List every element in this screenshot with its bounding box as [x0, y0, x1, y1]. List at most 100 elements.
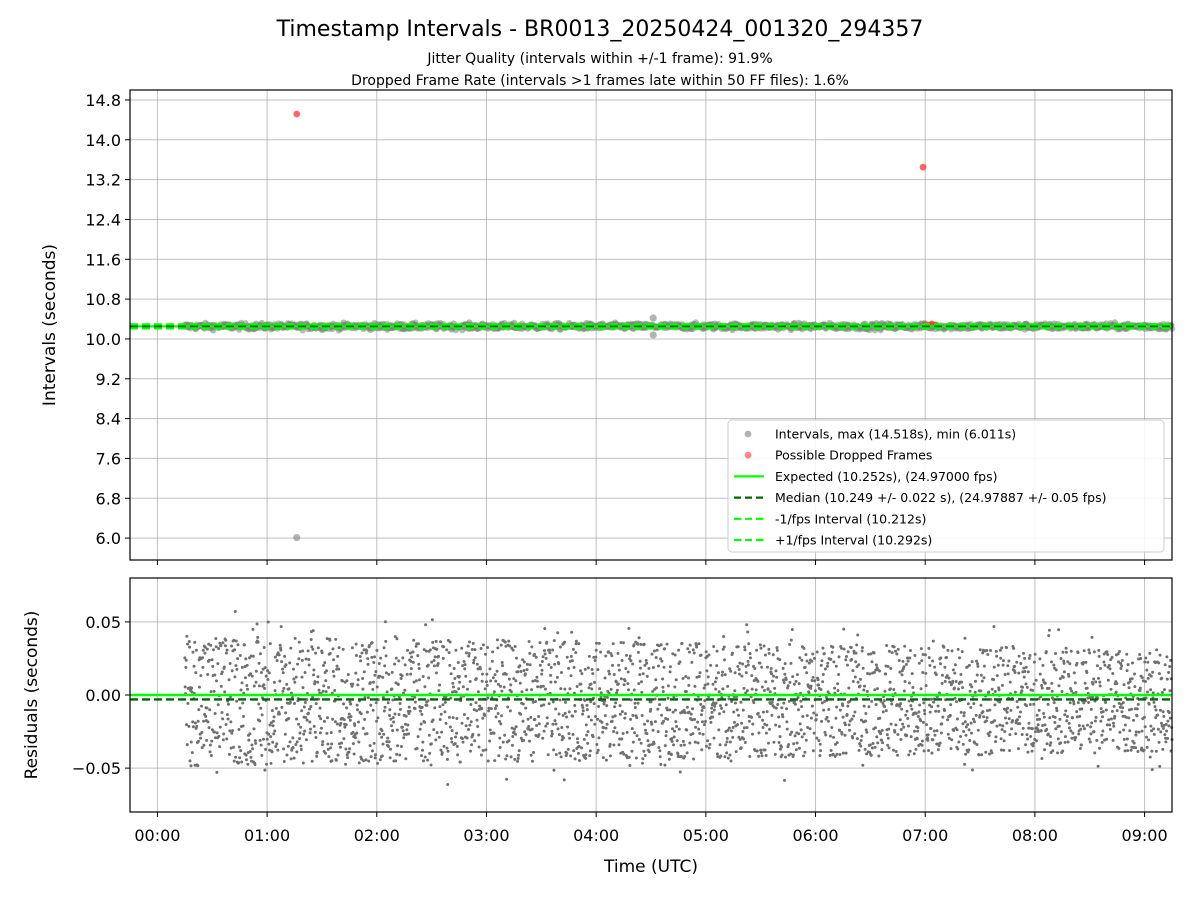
residual-point: [881, 741, 885, 745]
residual-point: [769, 666, 773, 670]
residual-point: [934, 709, 938, 713]
residual-point: [529, 715, 533, 719]
residual-point: [579, 689, 583, 693]
residual-point: [188, 645, 192, 649]
residual-point: [280, 705, 284, 709]
residual-point: [268, 723, 272, 727]
residual-point: [329, 731, 333, 735]
residual-point: [743, 645, 747, 649]
residual-point: [794, 748, 798, 752]
residual-point: [1037, 697, 1041, 701]
residual-point: [870, 699, 874, 703]
residual-point: [970, 685, 974, 689]
residual-point: [894, 649, 898, 653]
residual-point: [1048, 734, 1052, 738]
residual-point: [391, 729, 395, 733]
residual-point: [842, 647, 846, 651]
residual-point: [478, 667, 482, 671]
residual-point: [1031, 744, 1035, 748]
residual-point: [939, 656, 943, 660]
residual-point: [462, 660, 466, 664]
residual-point: [405, 672, 409, 676]
residual-point: [1064, 709, 1068, 713]
residual-point: [692, 651, 696, 655]
residual-point: [263, 666, 267, 670]
top-y-axis-label: Intervals (seconds): [40, 244, 60, 406]
residual-point: [287, 687, 291, 691]
residual-point: [911, 686, 915, 690]
residual-point: [785, 720, 789, 724]
residual-point: [1002, 748, 1006, 752]
residual-point: [593, 658, 597, 662]
residual-point: [466, 716, 470, 720]
residual-point: [725, 736, 729, 740]
residual-point: [1033, 652, 1037, 656]
residual-point: [329, 746, 333, 750]
residual-point: [669, 752, 673, 756]
residual-point: [920, 743, 924, 747]
residual-point: [795, 741, 799, 745]
residual-point: [220, 711, 224, 715]
residual-point: [254, 741, 258, 745]
residual-point: [390, 724, 394, 728]
residual-point: [868, 672, 872, 676]
residual-point: [1158, 653, 1162, 657]
residual-point: [683, 755, 687, 759]
residual-point: [360, 651, 364, 655]
residual-point: [803, 665, 807, 669]
residual-point: [327, 686, 331, 690]
residual-point: [528, 651, 532, 655]
residual-point: [1149, 724, 1153, 728]
residual-point: [493, 759, 497, 763]
legend-marker-1: [744, 451, 752, 459]
residual-point: [346, 756, 350, 760]
residual-point: [1007, 717, 1011, 721]
residual-point: [659, 762, 663, 766]
residual-point: [886, 736, 890, 740]
residual-point: [240, 681, 244, 685]
residual-point: [427, 676, 431, 680]
residual-point: [597, 641, 601, 645]
residual-point: [675, 725, 679, 729]
residual-point: [1155, 648, 1159, 652]
residual-point: [1025, 704, 1029, 708]
residual-point: [908, 749, 912, 753]
residual-point: [467, 654, 471, 658]
residual-point: [369, 703, 373, 707]
residual-point: [374, 753, 378, 757]
residual-point: [825, 664, 829, 668]
residual-point: [236, 643, 240, 647]
residual-point: [582, 737, 586, 741]
residual-point: [662, 719, 666, 723]
residual-point: [802, 754, 806, 758]
residual-point: [687, 683, 691, 687]
residual-point: [926, 738, 930, 742]
residual-point: [758, 715, 762, 719]
residual-point: [976, 662, 980, 666]
residual-point: [1110, 655, 1114, 659]
residual-point: [463, 663, 467, 667]
residual-point: [763, 653, 767, 657]
residual-point: [919, 719, 923, 723]
residual-point: [444, 721, 448, 725]
residual-point: [940, 722, 944, 726]
residual-point: [1076, 651, 1080, 655]
residual-point: [229, 720, 233, 724]
residual-point: [974, 713, 978, 717]
residual-point: [413, 700, 417, 704]
residual-point: [797, 732, 801, 736]
residual-point: [232, 638, 236, 642]
residual-point: [1068, 701, 1072, 705]
residual-point: [643, 722, 647, 726]
residual-point: [1169, 658, 1173, 662]
residual-point: [601, 730, 605, 734]
residual-point: [516, 670, 520, 674]
residual-point: [1024, 665, 1028, 669]
residual-point: [854, 651, 858, 655]
residual-point: [993, 719, 997, 723]
residual-point: [1145, 668, 1149, 672]
residual-point: [864, 719, 868, 723]
residual-point: [778, 658, 782, 662]
residual-point: [558, 645, 562, 649]
residual-point: [942, 645, 946, 649]
